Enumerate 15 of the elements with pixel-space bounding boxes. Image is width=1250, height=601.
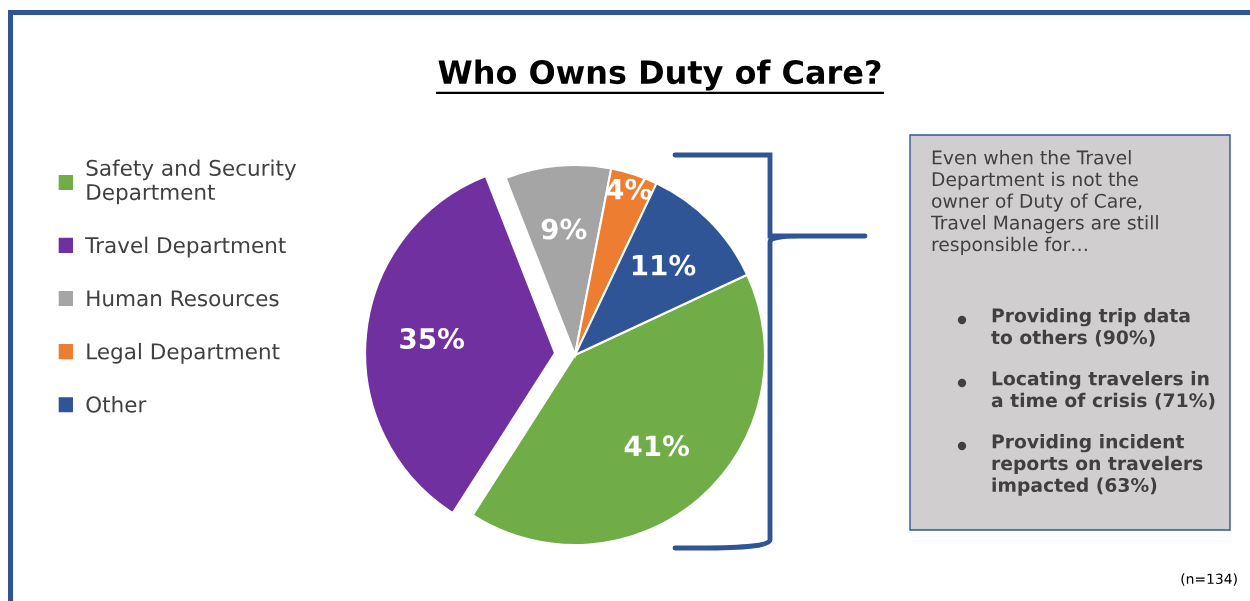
text: (n=134) (1181, 573, 1237, 586)
text: Providing incident reports on travelers impacted (63%) (992, 434, 1203, 496)
legend-label: Travel Department (85, 236, 286, 258)
data-label: 9% (541, 218, 587, 240)
data-label: 35% (400, 328, 465, 350)
legend-label: Other (86, 395, 147, 413)
data-label: 11% (632, 254, 696, 276)
text: Locating travelers in a time of crisis (71%) (991, 371, 1215, 410)
legend-label: Legal Department (87, 342, 280, 364)
legend-label: Human Resources (87, 290, 279, 307)
chart-title: Who Owns Duty of Care? (438, 59, 881, 91)
text: Providing trip data to others (90%) (991, 308, 1190, 347)
legend-label: Safety and Security Department (86, 159, 297, 205)
data-label: 41% (624, 435, 690, 457)
text: Even when the Travel Department is not the owner of Duty of Care, Travel Managers are still responsible for… (930, 150, 1158, 255)
